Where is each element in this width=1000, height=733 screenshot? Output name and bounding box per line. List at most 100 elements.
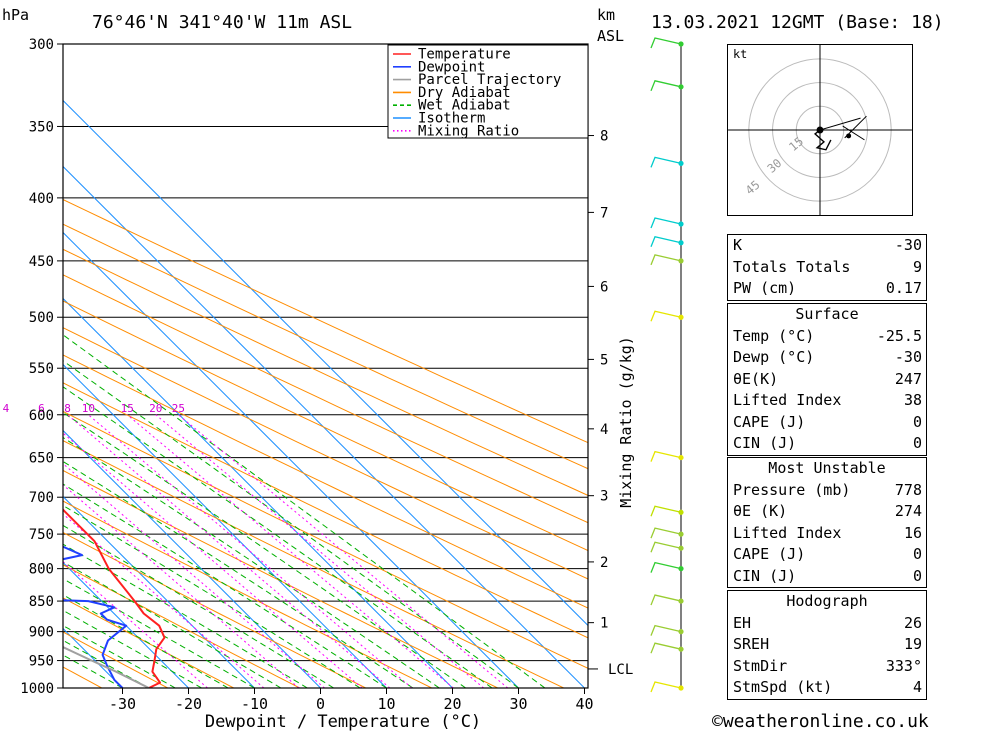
temperature-label: -10 xyxy=(241,695,268,713)
hodograph-storm-line xyxy=(819,117,861,131)
pressure-label: 450 xyxy=(29,254,54,270)
wind-level-dot xyxy=(678,629,684,635)
hodograph-origin-dot xyxy=(816,126,824,134)
table-row: Temp (°C) -25.5 xyxy=(728,326,926,348)
table-row: StmSpd (kt) 4 xyxy=(728,677,926,699)
wind-barb xyxy=(650,450,682,462)
mixing-ratio-line xyxy=(155,414,484,688)
dry-adiabat xyxy=(63,199,588,444)
pressure-label: 1000 xyxy=(20,681,54,697)
index-value: 247 xyxy=(894,369,922,388)
lcl-label: LCL xyxy=(608,662,633,678)
temperature-label: 10 xyxy=(377,695,395,713)
index-value: 0 xyxy=(912,545,922,563)
hodograph-ring-label: 45 xyxy=(743,178,763,198)
mixing-ratio-label: 4 xyxy=(3,402,10,415)
date-title: 13.03.2021 12GMT (Base: 18) xyxy=(651,12,944,33)
temperature-label: -20 xyxy=(175,695,202,713)
index-label: θE (K) xyxy=(733,502,788,520)
wet-adiabat xyxy=(63,386,493,688)
table-row: CAPE (J) 0 xyxy=(728,412,926,434)
dry-adiabat xyxy=(63,531,366,688)
wind-barb xyxy=(650,235,682,247)
legend-item-label: Mixing Ratio xyxy=(418,123,519,139)
pressure-label: 650 xyxy=(29,451,54,467)
table-row: CIN (J) 0 xyxy=(728,433,926,455)
index-value: 19 xyxy=(903,635,922,653)
dry-adiabat xyxy=(63,469,498,688)
chart-axes: 3003504004505005506006507007508008509009… xyxy=(20,37,635,732)
index-value: 4 xyxy=(912,678,922,696)
legend-item-label: Temperature xyxy=(418,47,511,63)
isotherm xyxy=(63,429,321,688)
isotherm xyxy=(63,165,585,688)
index-label: EH xyxy=(733,613,752,632)
table-row: θE(K) 247 xyxy=(728,369,926,391)
dry-adiabat xyxy=(63,300,588,552)
wet-adiabat xyxy=(63,483,387,688)
index-value: 26 xyxy=(903,613,922,632)
dry-adiabat xyxy=(63,274,588,524)
pressure-label: 550 xyxy=(29,361,54,377)
section-title: Most Unstable xyxy=(728,457,926,480)
pressure-label: 300 xyxy=(29,37,54,53)
mixing-ratio-line xyxy=(63,432,363,688)
temperature-label: 0 xyxy=(316,695,325,713)
index-label: SREH xyxy=(733,635,770,653)
wind-barb xyxy=(650,80,682,92)
mixing-ratio-label: 15 xyxy=(121,402,134,415)
mixing-ratio-axis-title: Mixing Ratio (g/kg) xyxy=(617,336,635,508)
height-label: 6 xyxy=(600,279,608,295)
wind-barb xyxy=(650,624,682,636)
height-label: 1 xyxy=(600,616,608,632)
chart-background-lines xyxy=(63,44,588,688)
wind-barb xyxy=(650,310,682,322)
pressure-label: 700 xyxy=(29,490,54,506)
index-value: 0 xyxy=(912,566,922,585)
hodograph-table: Hodograph EH 26 SREH 19 StmDir 333° StmSpd … xyxy=(727,590,927,700)
isotherm xyxy=(63,99,588,627)
pressure-label: 900 xyxy=(29,625,54,641)
mixing-ratio-label: 10 xyxy=(82,402,95,415)
credit-link[interactable]: ©weatheronline.co.uk xyxy=(712,711,929,732)
height-unit-km: km xyxy=(597,6,616,24)
mixing-ratio-label: 8 xyxy=(64,402,71,415)
mixing-ratio-label: 6 xyxy=(38,402,45,415)
dry-adiabat xyxy=(63,327,588,580)
index-label: StmDir xyxy=(733,656,788,675)
pressure-label: 500 xyxy=(29,310,54,326)
isotherm xyxy=(63,231,519,688)
wind-barb xyxy=(650,594,682,606)
height-label: 7 xyxy=(600,205,608,221)
pressure-label: 850 xyxy=(29,594,54,610)
isotherm xyxy=(63,561,189,688)
legend-box xyxy=(387,44,589,139)
hodograph: kt 15 30 45 xyxy=(727,44,913,216)
wet-adiabat xyxy=(63,654,123,688)
height-label: 5 xyxy=(600,352,608,368)
index-label: K xyxy=(733,236,743,254)
table-row: CAPE (J) 0 xyxy=(728,544,926,566)
dry-adiabat xyxy=(63,597,234,688)
wet-adiabat xyxy=(63,360,519,688)
index-label: CIN (J) xyxy=(733,434,797,452)
wet-adiabat xyxy=(63,561,282,688)
dry-adiabat xyxy=(63,500,432,688)
index-value: 0.17 xyxy=(885,279,922,297)
wet-adiabat xyxy=(63,460,414,688)
mixing-ratio-label: 20 xyxy=(149,402,162,415)
isotherm xyxy=(63,627,123,688)
hodograph-storm-line xyxy=(842,125,865,141)
height-label: 8 xyxy=(600,129,608,145)
index-label: Totals Totals xyxy=(733,257,851,276)
pressure-label: 400 xyxy=(29,191,54,207)
height-label: 3 xyxy=(600,489,608,505)
wind-barb xyxy=(650,681,682,693)
mixing-ratio-line xyxy=(88,414,413,688)
table-row: θE (K) 274 xyxy=(728,501,926,523)
hodograph-ring-label: 15 xyxy=(786,134,806,154)
dry-adiabat xyxy=(63,410,588,669)
chart-series xyxy=(63,508,166,688)
index-value: 333° xyxy=(885,656,922,675)
index-value: 274 xyxy=(894,502,922,520)
